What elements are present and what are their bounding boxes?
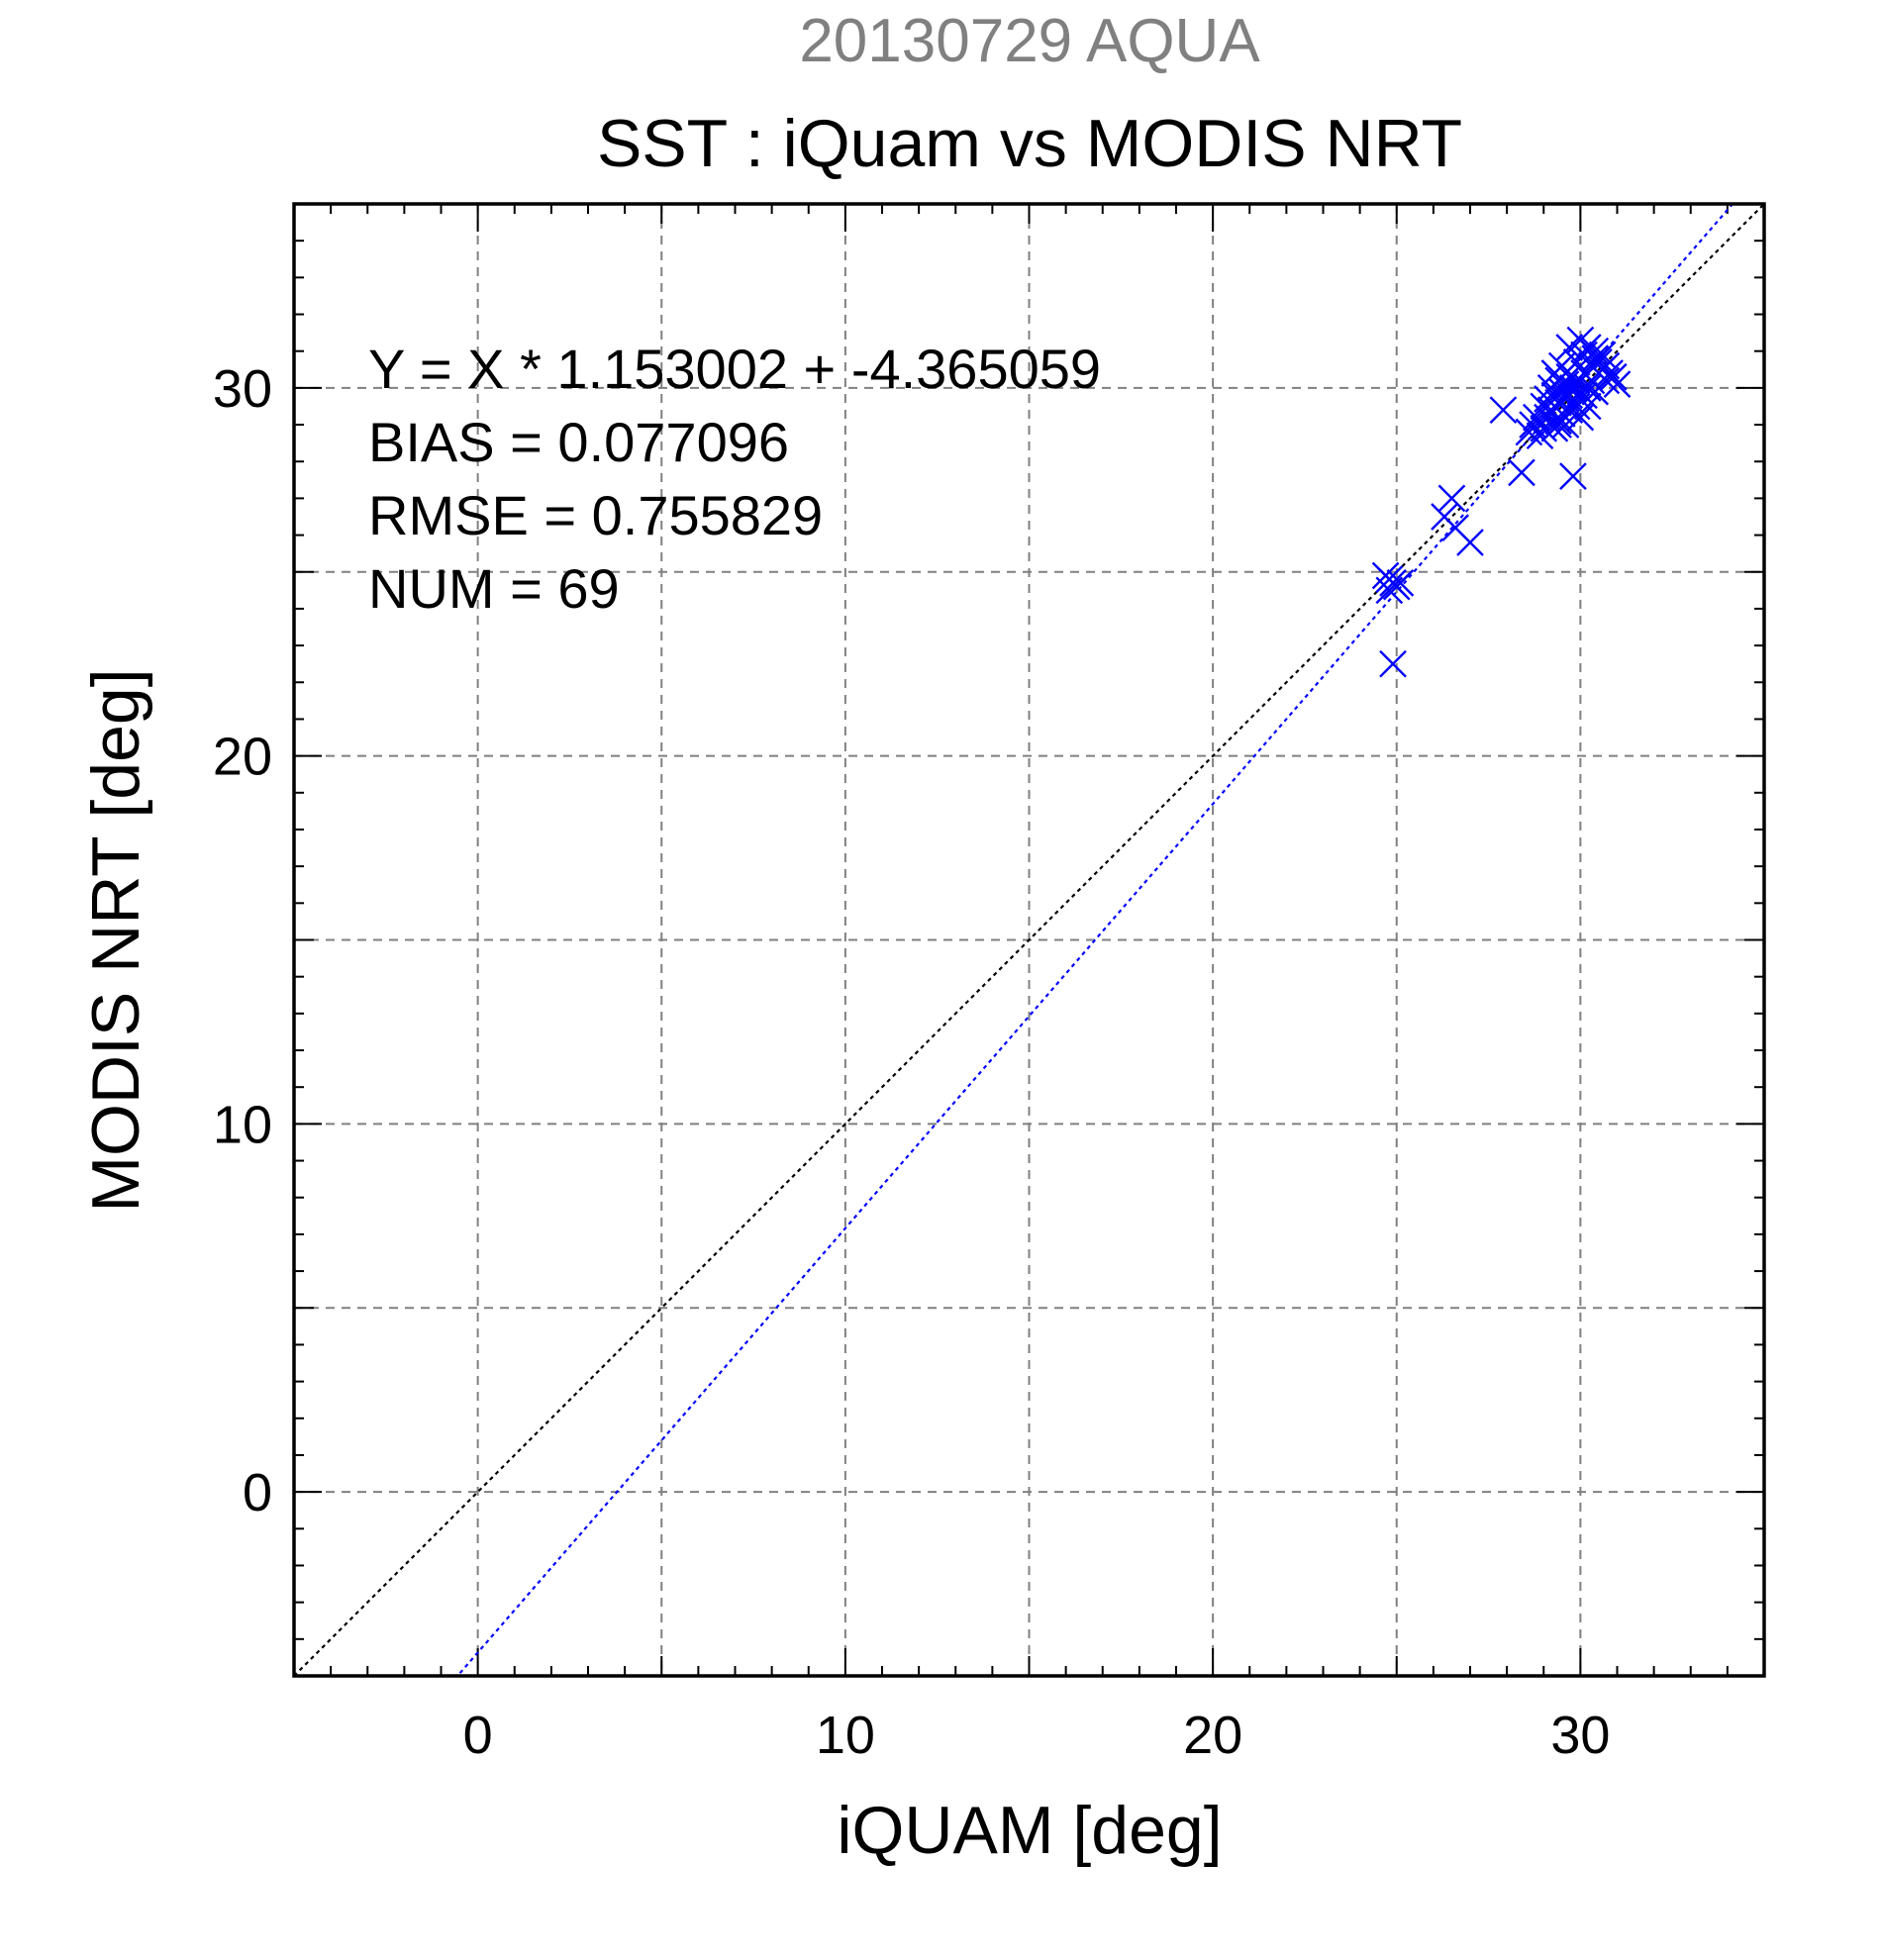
regression-equation: Y = X * 1.153002 + -4.365059	[368, 338, 1101, 400]
data-point	[1544, 411, 1572, 439]
data-point	[1526, 422, 1554, 450]
data-point	[1489, 396, 1518, 425]
data-point	[1581, 337, 1610, 365]
data-point	[1573, 392, 1602, 421]
x-tick-label: 10	[816, 1706, 875, 1765]
rmse-text: RMSE = 0.755829	[368, 484, 823, 546]
x-tick-label: 20	[1183, 1706, 1242, 1765]
y-tick-label: 30	[213, 359, 272, 419]
data-point	[1386, 569, 1415, 597]
y-tick-label: 0	[243, 1463, 272, 1522]
data-point	[1599, 362, 1628, 391]
chart-supertitle: 20130729 AQUA	[799, 7, 1260, 75]
data-point	[1592, 366, 1621, 395]
data-point	[1456, 529, 1484, 556]
tick-labels: 0 10 20 30 0 10 20 30	[213, 359, 1610, 1765]
y-tick-label: 20	[213, 728, 272, 787]
y-axis-label: MODIS NRT [deg]	[78, 668, 153, 1212]
data-point	[1588, 341, 1617, 369]
num-text: NUM = 69	[368, 557, 620, 620]
data-point	[1379, 649, 1407, 678]
reference-lines	[294, 204, 1764, 1676]
plot-frame	[292, 202, 1766, 1678]
stats-annotation: Y = X * 1.153002 + -4.365059 BIAS = 0.07…	[368, 338, 1101, 620]
chart-title: SST : iQuam vs MODIS NRT	[597, 106, 1462, 181]
x-tick-label: 30	[1550, 1706, 1610, 1765]
x-axis-label: iQUAM [deg]	[837, 1793, 1222, 1868]
fit-line	[455, 204, 1734, 1676]
major-ticks	[294, 204, 1764, 1676]
identity-line	[294, 204, 1764, 1676]
data-point	[1437, 484, 1466, 513]
data-point	[1508, 458, 1535, 487]
data-point	[1603, 370, 1632, 399]
data-points	[1371, 326, 1632, 678]
y-tick-label: 10	[213, 1095, 272, 1154]
data-point	[1559, 462, 1587, 490]
x-tick-label: 0	[463, 1706, 493, 1765]
grid	[294, 204, 1764, 1676]
data-point	[1570, 381, 1598, 410]
bias-text: BIAS = 0.077096	[368, 411, 789, 473]
